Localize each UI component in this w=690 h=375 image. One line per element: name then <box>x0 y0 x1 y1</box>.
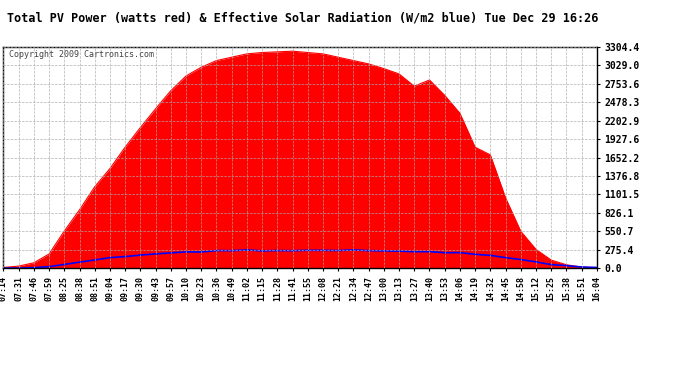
Text: Copyright 2009 Cartronics.com: Copyright 2009 Cartronics.com <box>10 50 155 59</box>
Text: Total PV Power (watts red) & Effective Solar Radiation (W/m2 blue) Tue Dec 29 16: Total PV Power (watts red) & Effective S… <box>7 11 598 24</box>
